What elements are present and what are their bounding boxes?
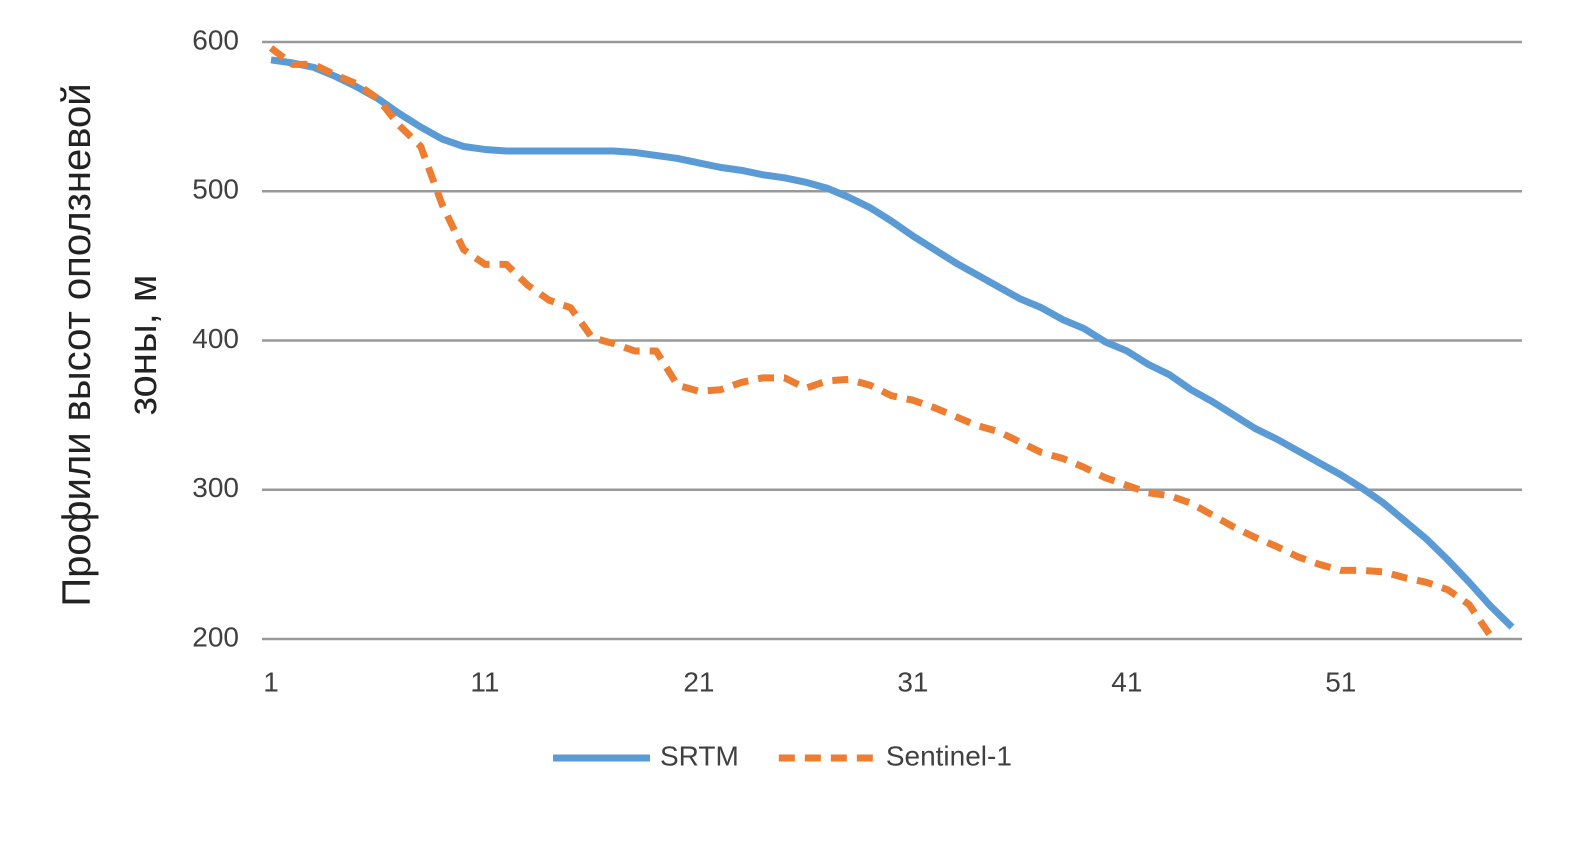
x-tick-label: 21	[683, 666, 714, 697]
x-tick-label: 41	[1111, 666, 1142, 697]
y-tick-label: 600	[192, 24, 239, 55]
series-line	[268, 45, 1494, 638]
legend-label: Sentinel-1	[886, 740, 1012, 771]
x-tick-label: 11	[470, 666, 499, 697]
y-axis-label: Профили высот оползневой зоны, м	[55, 83, 165, 607]
x-tick-label: 1	[263, 666, 279, 697]
y-tick-label: 400	[192, 323, 239, 354]
y-tick-label: 500	[192, 174, 239, 205]
x-tick-label: 51	[1325, 666, 1356, 697]
y-tick-label: 300	[192, 472, 239, 503]
legend-label: SRTM	[660, 740, 739, 771]
series-line	[270, 56, 1515, 630]
y-tick-label: 200	[192, 621, 239, 652]
x-tick-label: 31	[897, 666, 928, 697]
